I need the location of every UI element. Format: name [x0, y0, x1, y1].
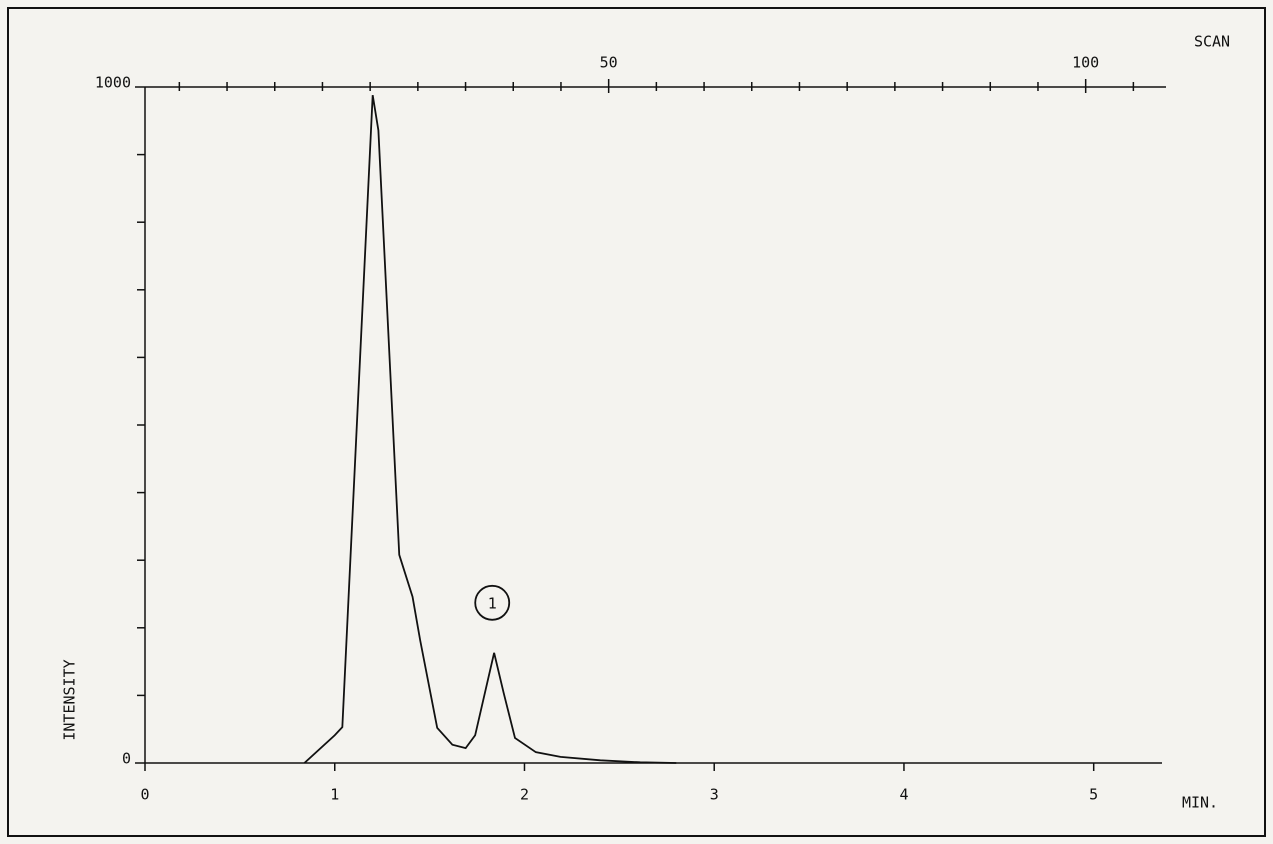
x-tick-label: 4 [899, 786, 908, 804]
y-tick-label: 1000 [95, 74, 131, 92]
y-tick-label: 0 [122, 750, 131, 768]
x2-tick-label: 100 [1072, 54, 1099, 72]
annotation-label: 1 [488, 594, 497, 612]
x-tick-label: 3 [710, 786, 719, 804]
x-tick-label: 5 [1089, 786, 1098, 804]
frame [7, 7, 1266, 837]
x-tick-label: 0 [140, 786, 149, 804]
x2-axis-label: SCAN [1194, 33, 1230, 51]
annotation-circle [474, 584, 511, 621]
x-tick-label: 1 [330, 786, 339, 804]
x2-tick-label: 50 [600, 54, 618, 72]
x-axis-label: MIN. [1182, 794, 1218, 812]
x-tick-label: 2 [520, 786, 529, 804]
y-axis-label: INTENSITY [61, 659, 79, 740]
trace [303, 94, 677, 764]
